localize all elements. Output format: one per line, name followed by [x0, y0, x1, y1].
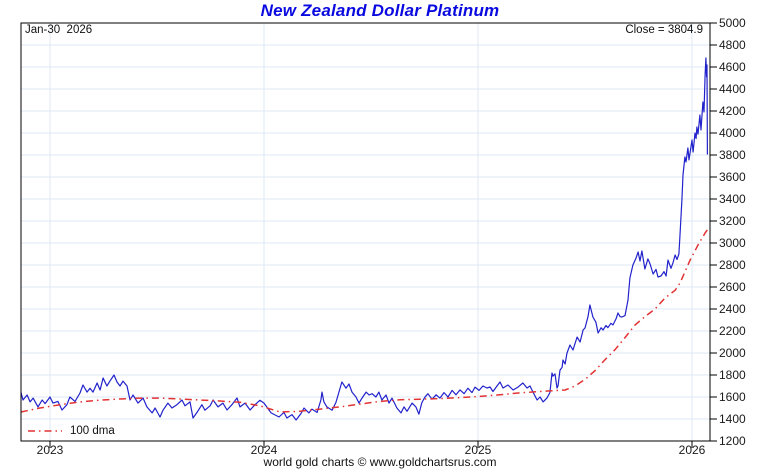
y-axis-tick-label: 3200	[719, 213, 746, 228]
x-axis-tick-label: 2023	[36, 443, 64, 457]
y-axis-tick-label: 3400	[719, 191, 746, 206]
y-axis-tick-label: 1800	[719, 367, 746, 382]
y-axis-tick-label: 4000	[719, 125, 746, 140]
price-line	[20, 57, 709, 421]
y-axis-tick-label: 3600	[719, 169, 746, 184]
y-axis-tick-label: 2200	[719, 323, 746, 338]
last-date-label: Jan-30 2026	[25, 24, 93, 36]
y-axis-tick-label: 2800	[719, 257, 746, 272]
dma-line	[20, 229, 709, 413]
y-axis-tick-label: 3800	[719, 147, 746, 162]
x-axis-tick-label: 2025	[464, 443, 492, 457]
y-axis-tick-label: 4200	[719, 103, 746, 118]
y-axis-tick-label: 1200	[719, 433, 746, 448]
x-axis-tick-label: 2026	[678, 443, 706, 457]
y-axis-tick-label: 4400	[719, 81, 746, 96]
y-axis-tick-label: 5000	[719, 15, 746, 30]
y-axis-tick-label: 4800	[719, 37, 746, 52]
y-axis-tick-label: 1600	[719, 389, 746, 404]
footer-credit: world gold charts © www.goldchartsrus.co…	[263, 455, 497, 469]
dma-line-swatch-icon	[28, 430, 62, 432]
y-axis-tick-label: 2600	[719, 279, 746, 294]
y-axis-tick-label: 2000	[719, 345, 746, 360]
chart-title: New Zealand Dollar Platinum	[260, 1, 500, 20]
x-axis-tick-label: 2024	[250, 443, 278, 457]
y-axis-tick-label: 1400	[719, 411, 746, 426]
y-axis-tick-label: 2400	[719, 301, 746, 316]
legend-100dma: 100 dma	[27, 425, 115, 437]
legend-label: 100 dma	[70, 425, 115, 437]
close-value-label: Close = 3804.9	[625, 24, 703, 36]
y-axis-tick-label: 4600	[719, 59, 746, 74]
y-axis-tick-label: 3000	[719, 235, 746, 250]
plot-border	[20, 22, 711, 442]
